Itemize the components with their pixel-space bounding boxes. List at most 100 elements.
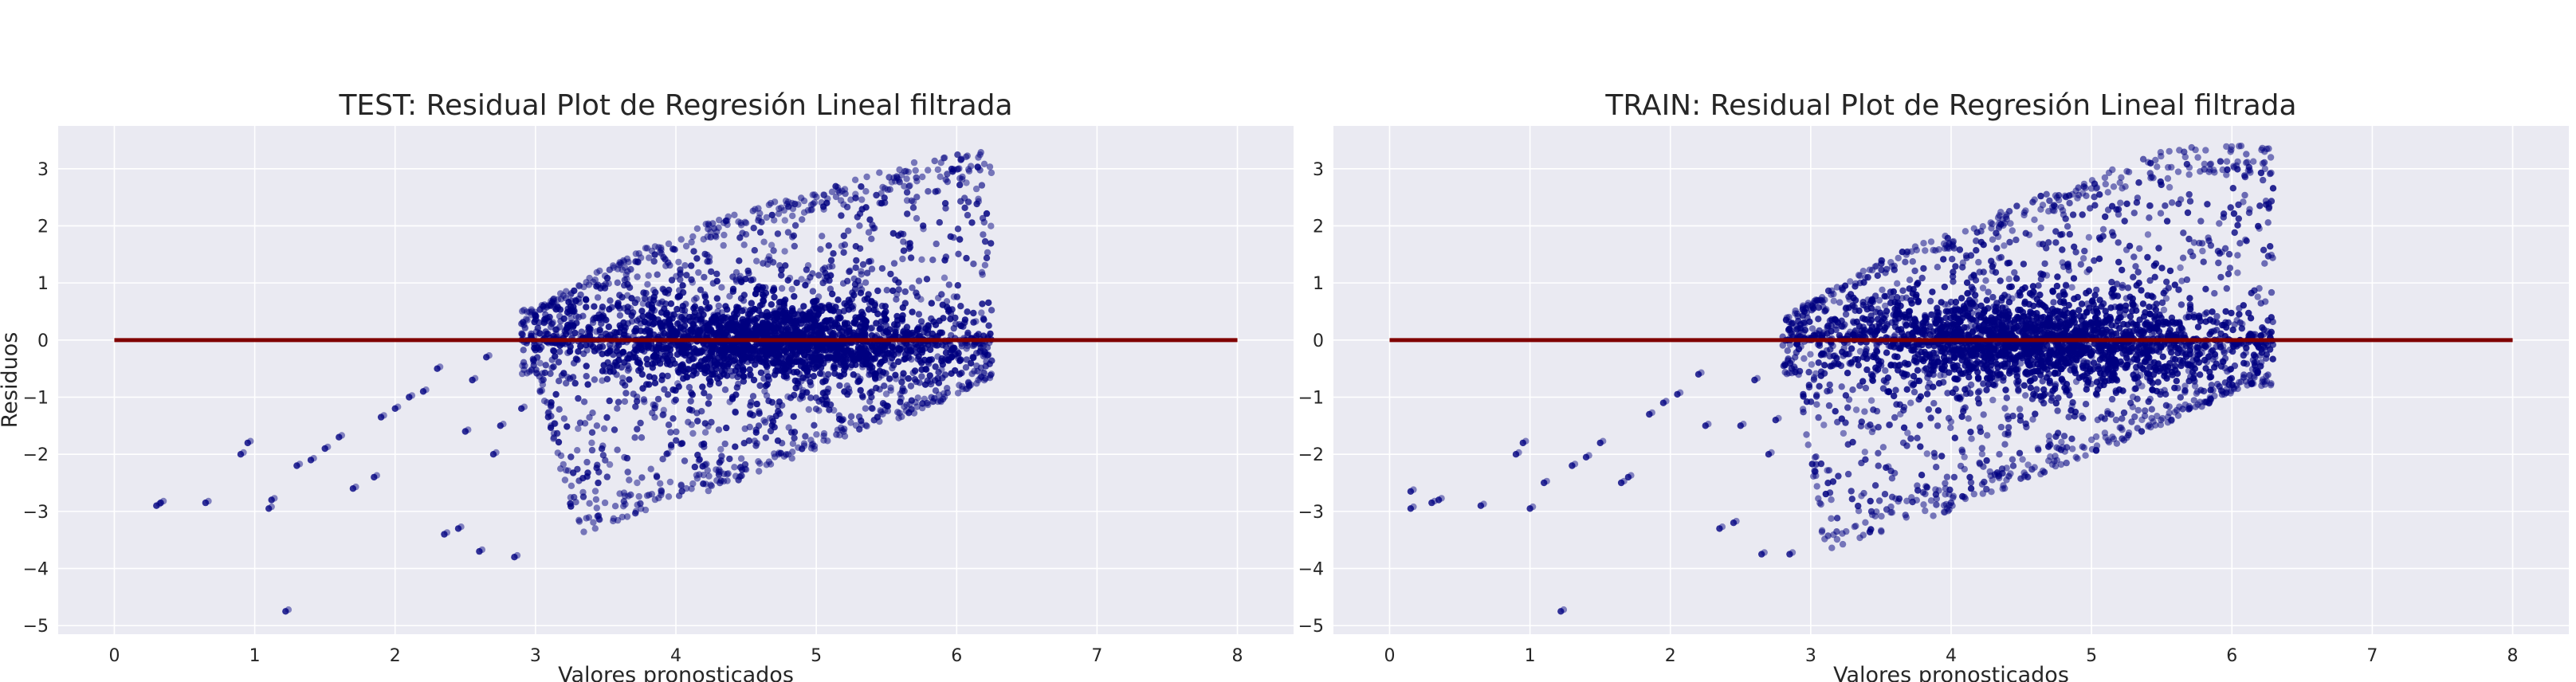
scatter-point	[2013, 373, 2020, 380]
scatter-point	[658, 488, 666, 496]
scatter-point	[811, 191, 819, 198]
scatter-point	[657, 480, 664, 487]
scatter-point	[670, 415, 677, 422]
scatter-point	[634, 317, 641, 324]
scatter-point	[584, 381, 591, 388]
scatter-point	[282, 608, 289, 615]
scatter-point	[988, 307, 995, 314]
scatter-point	[689, 429, 697, 437]
scatter-point	[872, 306, 879, 314]
scatter-point	[641, 295, 648, 302]
scatter-point	[552, 390, 560, 398]
scatter-point	[1928, 311, 1935, 319]
scatter-point	[760, 375, 768, 382]
y-tick-label: −3	[23, 503, 49, 523]
scatter-point	[599, 312, 607, 319]
scatter-point	[469, 376, 476, 384]
scatter-point	[2223, 284, 2230, 292]
scatter-point	[2234, 252, 2241, 259]
scatter-point	[789, 440, 797, 447]
scatter-point	[740, 241, 748, 249]
scatter-point	[352, 483, 359, 491]
scatter-point	[746, 423, 753, 431]
scatter-point	[807, 332, 815, 339]
scatter-point	[897, 394, 905, 402]
scatter-point	[2008, 283, 2015, 290]
scatter-point	[552, 331, 560, 338]
scatter-point	[541, 369, 548, 377]
scatter-point	[713, 476, 721, 484]
scatter-point	[2060, 300, 2067, 307]
scatter-point	[859, 311, 866, 318]
scatter-point	[371, 473, 378, 481]
scatter-point	[988, 222, 995, 229]
scatter-point	[687, 398, 694, 405]
scatter-point	[2039, 329, 2046, 337]
scatter-point	[1983, 296, 1990, 304]
scatter-point	[1894, 302, 1901, 309]
scatter-point	[692, 313, 699, 321]
scatter-point	[770, 259, 777, 266]
scatter-point	[735, 380, 742, 388]
scatter-point	[604, 350, 611, 357]
scatter-point	[825, 242, 833, 249]
scatter-point	[736, 257, 743, 265]
scatter-point	[852, 361, 859, 368]
scatter-point	[874, 287, 882, 295]
scatter-point	[594, 294, 602, 301]
scatter-point	[952, 366, 959, 374]
scatter-point	[2088, 353, 2095, 360]
scatter-point	[588, 446, 596, 454]
scatter-point	[841, 321, 849, 328]
scatter-point	[815, 272, 823, 279]
scatter-point	[900, 247, 908, 254]
scatter-point	[721, 440, 728, 448]
scatter-point	[655, 495, 662, 502]
scatter-point	[817, 364, 825, 371]
scatter-point	[2222, 308, 2229, 316]
scatter-point	[575, 518, 583, 525]
scatter-point	[977, 364, 985, 371]
scatter-point	[850, 319, 858, 327]
scatter-point	[913, 214, 921, 222]
scatter-point	[706, 343, 713, 351]
scatter-point	[858, 183, 865, 190]
scatter-point	[607, 345, 614, 352]
scatter-point	[689, 480, 697, 488]
x-tick-label: 3	[530, 646, 541, 666]
scatter-point	[628, 295, 635, 302]
scatter-point	[813, 431, 820, 438]
scatter-point	[799, 216, 806, 223]
scatter-point	[913, 403, 921, 410]
scatter-point	[836, 315, 843, 322]
scatter-point	[767, 461, 775, 468]
scatter-point	[2058, 323, 2065, 330]
scatter-point	[718, 453, 725, 460]
scatter-point	[797, 308, 804, 315]
scatter-point	[826, 276, 833, 284]
scatter-point	[903, 197, 911, 204]
scatter-point	[979, 300, 986, 308]
scatter-point	[950, 233, 957, 241]
scatter-point	[929, 257, 937, 264]
scatter-point	[876, 386, 883, 393]
scatter-point	[868, 265, 876, 272]
scatter-point	[1914, 366, 1922, 374]
scatter-point	[632, 508, 640, 515]
scatter-point	[540, 376, 547, 383]
scatter-point	[599, 452, 607, 459]
scatter-point	[763, 392, 771, 399]
scatter-point	[659, 456, 666, 463]
scatter-point	[603, 473, 611, 480]
test-scatter-points	[153, 149, 995, 615]
scatter-point	[784, 393, 791, 400]
scatter-point	[648, 491, 656, 498]
scatter-point	[611, 328, 618, 336]
scatter-point	[893, 375, 900, 382]
scatter-point	[543, 331, 550, 338]
scatter-point	[713, 295, 721, 302]
scatter-point	[954, 355, 962, 362]
scatter-point	[571, 379, 579, 387]
scatter-point	[650, 286, 658, 294]
